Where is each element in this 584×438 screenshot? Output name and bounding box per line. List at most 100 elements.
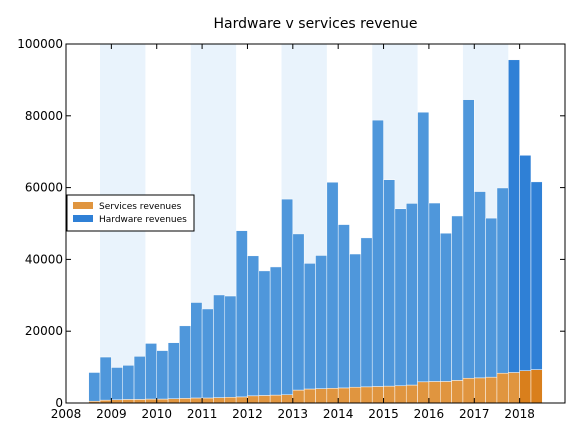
legend-label-hardware: Hardware revenues — [99, 215, 187, 225]
bar-services-19 — [303, 388, 316, 404]
bar-services-8 — [179, 398, 191, 404]
bar-services-14 — [247, 395, 260, 404]
bar-services-11 — [213, 397, 226, 404]
bar-services-27 — [394, 385, 407, 404]
bar-hardware-3 — [122, 365, 135, 400]
bar-hardware-34 — [474, 191, 486, 379]
chart-title: Hardware v services revenue — [214, 16, 418, 32]
y-tick-label-40000: 40000 — [25, 252, 63, 266]
bar-hardware-4 — [133, 356, 146, 400]
bar-services-7 — [167, 398, 180, 404]
bar-services-32 — [451, 380, 464, 404]
bar-hardware-31 — [440, 232, 452, 382]
x-tick-label-2010: 2010 — [141, 407, 172, 421]
bar-hardware-33 — [462, 99, 475, 379]
bar-services-24 — [360, 386, 373, 404]
bar-services-13 — [235, 396, 248, 404]
axis-tick-labels: 2008 2009 2010 2011 2012 2013 2014 2015 2016 2017… — [17, 37, 535, 421]
bar-services-29 — [417, 381, 430, 404]
bar-services-4 — [133, 399, 146, 404]
x-tick-label-2013: 2013 — [278, 407, 309, 421]
bar-services-38 — [519, 370, 532, 404]
bar-services-15 — [258, 395, 271, 404]
x-tick-label-2016: 2016 — [414, 407, 445, 421]
bar-services-25 — [371, 386, 384, 404]
bar-hardware-37 — [508, 59, 520, 373]
bar-hardware-38 — [519, 155, 532, 371]
bar-hardware-32 — [451, 215, 464, 381]
legend-label-services: Services revenues — [99, 202, 182, 212]
bar-hardware-26 — [383, 179, 396, 387]
bar-hardware-11 — [213, 294, 226, 398]
x-tick-label-2008: 2008 — [51, 407, 82, 421]
bar-services-5 — [145, 398, 157, 404]
bar-hardware-7 — [167, 342, 180, 399]
bar-services-39 — [530, 369, 543, 404]
bar-services-28 — [405, 384, 418, 404]
legend-swatch-hardware — [73, 215, 93, 222]
bar-hardware-28 — [405, 203, 418, 386]
bar-services-6 — [156, 398, 169, 404]
bar-hardware-8 — [179, 325, 191, 399]
bar-services-20 — [315, 388, 328, 404]
legend-box — [66, 194, 195, 232]
plot-frame — [65, 43, 566, 404]
bar-services-33 — [462, 377, 475, 404]
x-tick-label-2018: 2018 — [504, 407, 535, 421]
bar-hardware-9 — [190, 302, 203, 399]
bar-hardware-19 — [303, 263, 316, 390]
bar-services-22 — [337, 387, 350, 404]
bar-services-16 — [269, 394, 282, 404]
x-tick-label-2017: 2017 — [459, 407, 490, 421]
bar-hardware-10 — [201, 308, 214, 399]
axis-ticks — [65, 43, 565, 404]
bar-hardware-36 — [496, 187, 509, 374]
bar-services-31 — [440, 381, 452, 404]
legend-swatch-services — [73, 202, 93, 209]
y-tick-label-60000: 60000 — [25, 181, 63, 195]
bar-services-10 — [201, 397, 214, 404]
bar-hardware-17 — [281, 198, 294, 395]
bar-hardware-6 — [156, 350, 169, 400]
bar-hardware-24 — [360, 237, 373, 388]
x-tick-label-2012: 2012 — [232, 407, 263, 421]
x-tick-label-2015: 2015 — [368, 407, 399, 421]
bar-hardware-23 — [349, 253, 362, 388]
bar-hardware-29 — [417, 111, 430, 383]
bar-hardware-27 — [394, 208, 407, 387]
bar-hardware-12 — [224, 295, 237, 398]
bar-services-30 — [428, 381, 441, 404]
bar-hardware-25 — [371, 119, 384, 387]
bar-services-21 — [326, 388, 339, 404]
bar-hardware-0 — [88, 372, 101, 402]
bar-hardware-1 — [99, 356, 112, 401]
bar-hardware-35 — [485, 217, 498, 378]
legend: Services revenues Hardware revenues — [66, 194, 195, 232]
bar-services-35 — [485, 376, 498, 404]
x-tick-label-2009: 2009 — [96, 407, 127, 421]
bar-services-37 — [508, 372, 520, 404]
x-tick-label-2011: 2011 — [187, 407, 218, 421]
bar-services-18 — [292, 389, 305, 404]
bar-services-17 — [281, 394, 294, 404]
y-tick-label-20000: 20000 — [25, 324, 63, 338]
bar-hardware-20 — [315, 255, 328, 389]
bar-hardware-14 — [247, 255, 260, 397]
bar-hardware-18 — [292, 233, 305, 391]
y-tick-label-100000: 100000 — [17, 37, 63, 51]
bar-hardware-5 — [145, 343, 157, 400]
bar-hardware-2 — [111, 367, 123, 401]
bar-hardware-16 — [269, 266, 282, 396]
bar-hardware-13 — [235, 230, 248, 398]
y-tick-label-0: 0 — [55, 396, 63, 410]
bar-hardware-22 — [337, 224, 350, 389]
bar-services-26 — [383, 385, 396, 404]
bar-hardware-39 — [530, 181, 543, 370]
x-tick-label-2014: 2014 — [323, 407, 354, 421]
bar-services-9 — [190, 397, 203, 404]
bars-group — [88, 59, 543, 404]
bar-services-12 — [224, 397, 237, 404]
bar-hardware-30 — [428, 202, 441, 382]
